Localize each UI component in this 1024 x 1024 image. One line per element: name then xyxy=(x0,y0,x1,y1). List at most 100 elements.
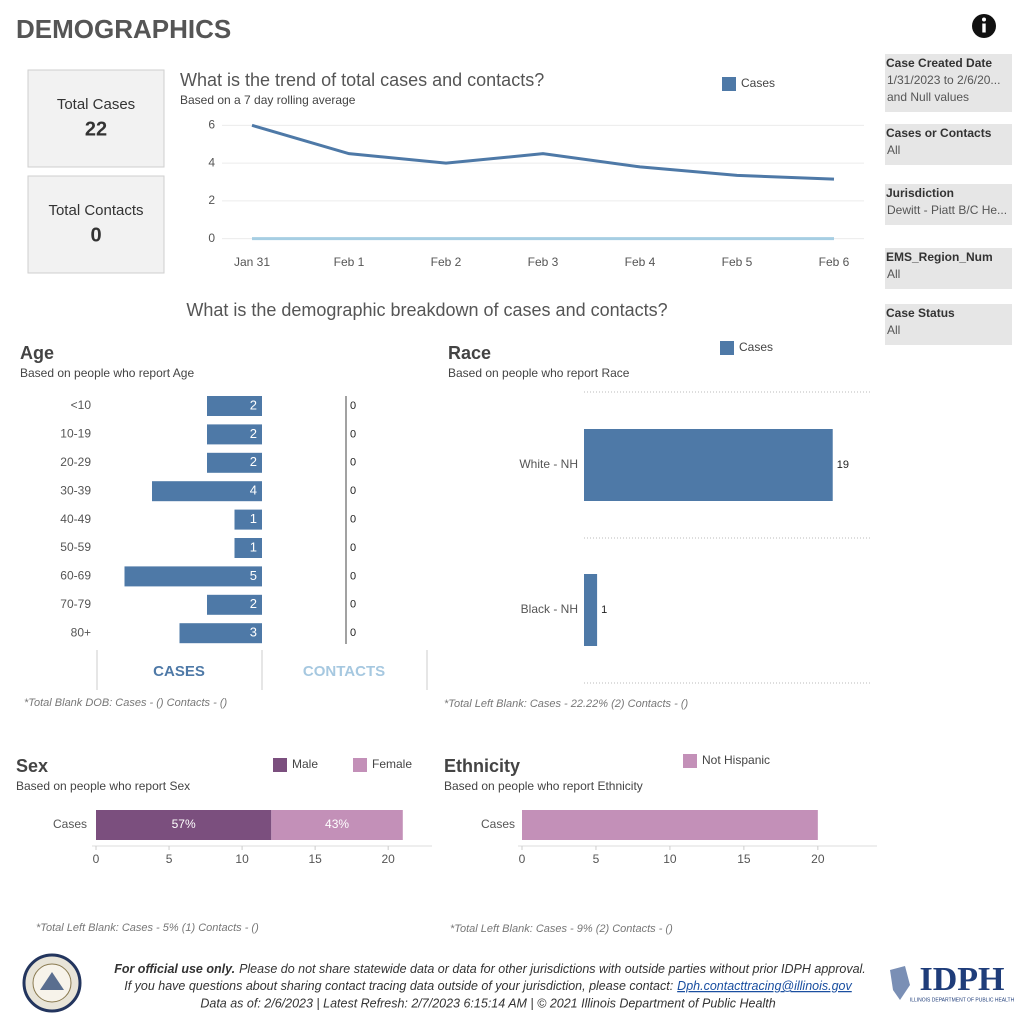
value-label: 1 xyxy=(250,511,257,526)
filter-box xyxy=(885,124,1012,165)
x-tick-label: Feb 6 xyxy=(819,255,850,269)
filter-box xyxy=(885,248,1012,289)
category-label: 60-69 xyxy=(60,569,91,583)
logo-map xyxy=(890,966,910,1000)
legend-swatch xyxy=(273,758,287,772)
logo-name: IDPH xyxy=(920,961,1005,998)
x-tick-label: 20 xyxy=(811,852,825,866)
y-tick-label: 0 xyxy=(208,231,215,245)
bar xyxy=(207,452,262,473)
bar xyxy=(96,810,272,840)
x-tick-label: Jan 31 xyxy=(234,255,270,269)
line-series xyxy=(251,123,835,181)
value-label: 3 xyxy=(250,625,257,640)
x-tick-label: Feb 4 xyxy=(625,255,656,269)
category-label: 30-39 xyxy=(60,483,91,497)
category-label: <10 xyxy=(71,398,92,412)
bar xyxy=(207,396,262,416)
value-label: 0 xyxy=(350,570,356,582)
value-label: 2 xyxy=(250,397,257,412)
x-tick-label: 20 xyxy=(381,852,395,866)
footer-email[interactable]: Dph.contacttracing@illinois.gov xyxy=(677,979,852,993)
bar xyxy=(234,538,262,558)
chart-subtitle: Based on people who report Race xyxy=(448,366,630,380)
chart-title: Sex xyxy=(16,756,48,776)
bar xyxy=(124,566,262,587)
value-label: 0 xyxy=(350,400,356,412)
filter-label: Case Created Date xyxy=(886,56,992,70)
chart-title: What is the trend of total cases and con… xyxy=(180,70,544,90)
filter-box xyxy=(885,184,1012,225)
category-label: 10-19 xyxy=(60,427,91,441)
logo-subtitle: ILLINOIS DEPARTMENT OF PUBLIC HEALTH xyxy=(910,997,1015,1003)
footer-status: Data as of: 2/6/2023 | Latest Refresh: 2… xyxy=(200,996,775,1010)
bar xyxy=(271,810,403,840)
value-label: 0 xyxy=(350,599,356,611)
value-label: 2 xyxy=(250,596,257,611)
x-tick-label: 15 xyxy=(308,852,322,866)
x-tick-label: 0 xyxy=(93,852,100,866)
value-label: 0 xyxy=(350,542,356,554)
value-label: 0 xyxy=(350,514,356,526)
chart-title: Age xyxy=(20,343,54,363)
chart-title: Ethnicity xyxy=(444,756,520,776)
filter-value: and Null values xyxy=(887,90,969,104)
kpi-label: Total Cases xyxy=(57,96,135,113)
bar xyxy=(234,509,262,530)
legend-label: Male xyxy=(292,757,318,771)
legend-swatch xyxy=(722,77,736,91)
legend-label: Cases xyxy=(739,340,773,354)
kpi-card xyxy=(27,175,165,274)
category-label: Black - NH xyxy=(521,602,578,616)
x-tick-label: 15 xyxy=(737,852,751,866)
filter-box xyxy=(885,54,1012,112)
x-tick-label: Feb 5 xyxy=(722,255,753,269)
chart-note: *Total Blank DOB: Cases - () Contacts - … xyxy=(24,697,227,709)
bar xyxy=(584,574,598,646)
info-icon[interactable] xyxy=(972,14,996,38)
value-label: 2 xyxy=(250,454,257,469)
x-tick-label: 10 xyxy=(235,852,249,866)
footer-contact: If you have questions about sharing cont… xyxy=(124,979,852,993)
footer-notice: For official use only. Please do not shar… xyxy=(114,962,866,976)
chart-subtitle: Based on people who report Age xyxy=(20,366,194,380)
page-title: DEMOGRAPHICS xyxy=(16,14,231,44)
bar xyxy=(179,623,262,644)
footer-notice-bold: For official use only. xyxy=(114,962,235,976)
filter-label: EMS_Region_Num xyxy=(886,250,993,264)
kpi-card xyxy=(27,69,165,168)
legend-label: Female xyxy=(372,757,412,771)
value-label: 0 xyxy=(350,485,356,497)
category-label: 20-29 xyxy=(60,455,91,469)
category-label: 80+ xyxy=(71,625,91,639)
value-label: 1 xyxy=(601,604,607,616)
bar xyxy=(152,481,262,502)
filter-label: Cases or Contacts xyxy=(886,126,992,140)
chart-subtitle: Based on people who report Ethnicity xyxy=(444,779,643,793)
filter-value: All xyxy=(887,143,900,157)
pane-label: CASES xyxy=(153,663,205,680)
kpi-value: 0 xyxy=(90,224,101,246)
bar xyxy=(207,424,262,445)
footer-notice-text: Please do not share statewide data or da… xyxy=(239,962,866,976)
x-tick-label: Feb 1 xyxy=(334,255,365,269)
value-label: 19 xyxy=(837,459,849,471)
category-label: Cases xyxy=(481,817,515,831)
chart-note: *Total Left Blank: Cases - 5% (1) Contac… xyxy=(36,922,259,934)
legend-swatch xyxy=(353,758,367,772)
y-tick-label: 2 xyxy=(208,193,215,207)
x-tick-label: 0 xyxy=(519,852,526,866)
filter-label: Jurisdiction xyxy=(886,186,954,200)
legend-label: Not Hispanic xyxy=(702,753,770,767)
x-tick-label: Feb 2 xyxy=(431,255,462,269)
y-tick-label: 4 xyxy=(208,155,215,169)
x-tick-label: 5 xyxy=(593,852,600,866)
chart-subtitle: Based on a 7 day rolling average xyxy=(180,93,356,107)
footer-contact-text: If you have questions about sharing cont… xyxy=(124,979,673,993)
legend-label: Cases xyxy=(741,76,775,90)
value-label: 5 xyxy=(250,568,257,583)
category-label: White - NH xyxy=(519,457,578,471)
category-label: 40-49 xyxy=(60,512,91,526)
